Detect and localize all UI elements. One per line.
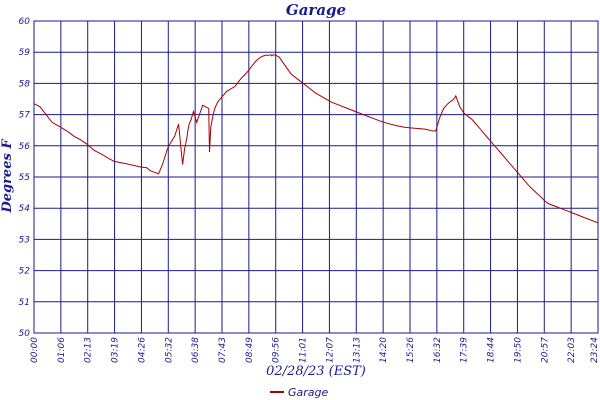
x-tick-label: 00:00 [30,337,40,363]
y-tick-label: 59 [19,48,31,58]
y-tick-label: 57 [19,111,31,121]
x-tick-label: 09:56 [272,337,282,363]
x-tick-label: 18:44 [487,337,497,363]
x-tick-label: 19:50 [513,337,523,363]
y-tick-label: 54 [19,204,31,214]
chart-title: Garage [286,1,346,19]
series-line-garage [33,54,599,224]
x-axis-tick-labels: 00:00 01:06 02:13 03:19 04:26 05:32 06:38 07:43… [30,337,600,363]
x-tick-label: 02:13 [84,337,94,363]
x-tick-label: 07:43 [218,337,228,363]
x-tick-label: 23:24 [590,337,600,363]
x-tick-label: 16:32 [433,337,443,363]
x-tick-label: 01:06 [57,337,67,363]
y-tick-label: 56 [19,142,31,152]
legend-label-garage: Garage [288,386,329,399]
x-tick-label: 14:20 [379,337,389,363]
y-tick-label: 58 [19,79,31,89]
x-tick-label: 04:26 [137,337,147,363]
x-axis-label: 02/28/23 (EST) [266,364,366,379]
x-tick-label: 12:07 [325,337,335,363]
x-tick-label: 08:49 [245,337,255,363]
x-tick-label: 05:32 [164,337,174,363]
x-tick-label: 22:03 [567,337,577,363]
y-tick-label: 51 [19,298,30,308]
x-tick-label: 20:57 [540,337,550,363]
y-axis-tick-labels: 50 51 52 53 54 55 56 57 58 59 60 [19,17,31,339]
x-tick-label: 06:38 [191,337,201,363]
x-tick-label: 11:01 [299,337,309,363]
y-tick-label: 52 [19,267,31,277]
legend: Garage [270,386,329,399]
plot-frame [33,20,599,334]
y-axis-label: Degrees F [0,139,15,214]
y-tick-label: 55 [19,173,31,183]
x-tick-label: 13:13 [352,337,362,363]
x-tick-label: 15:26 [406,337,416,363]
y-tick-label: 60 [19,17,31,27]
x-tick-label: 03:19 [111,337,121,363]
y-tick-label: 53 [19,235,31,245]
x-tick-label: 17:39 [460,337,470,363]
y-tick-label: 50 [19,329,31,339]
